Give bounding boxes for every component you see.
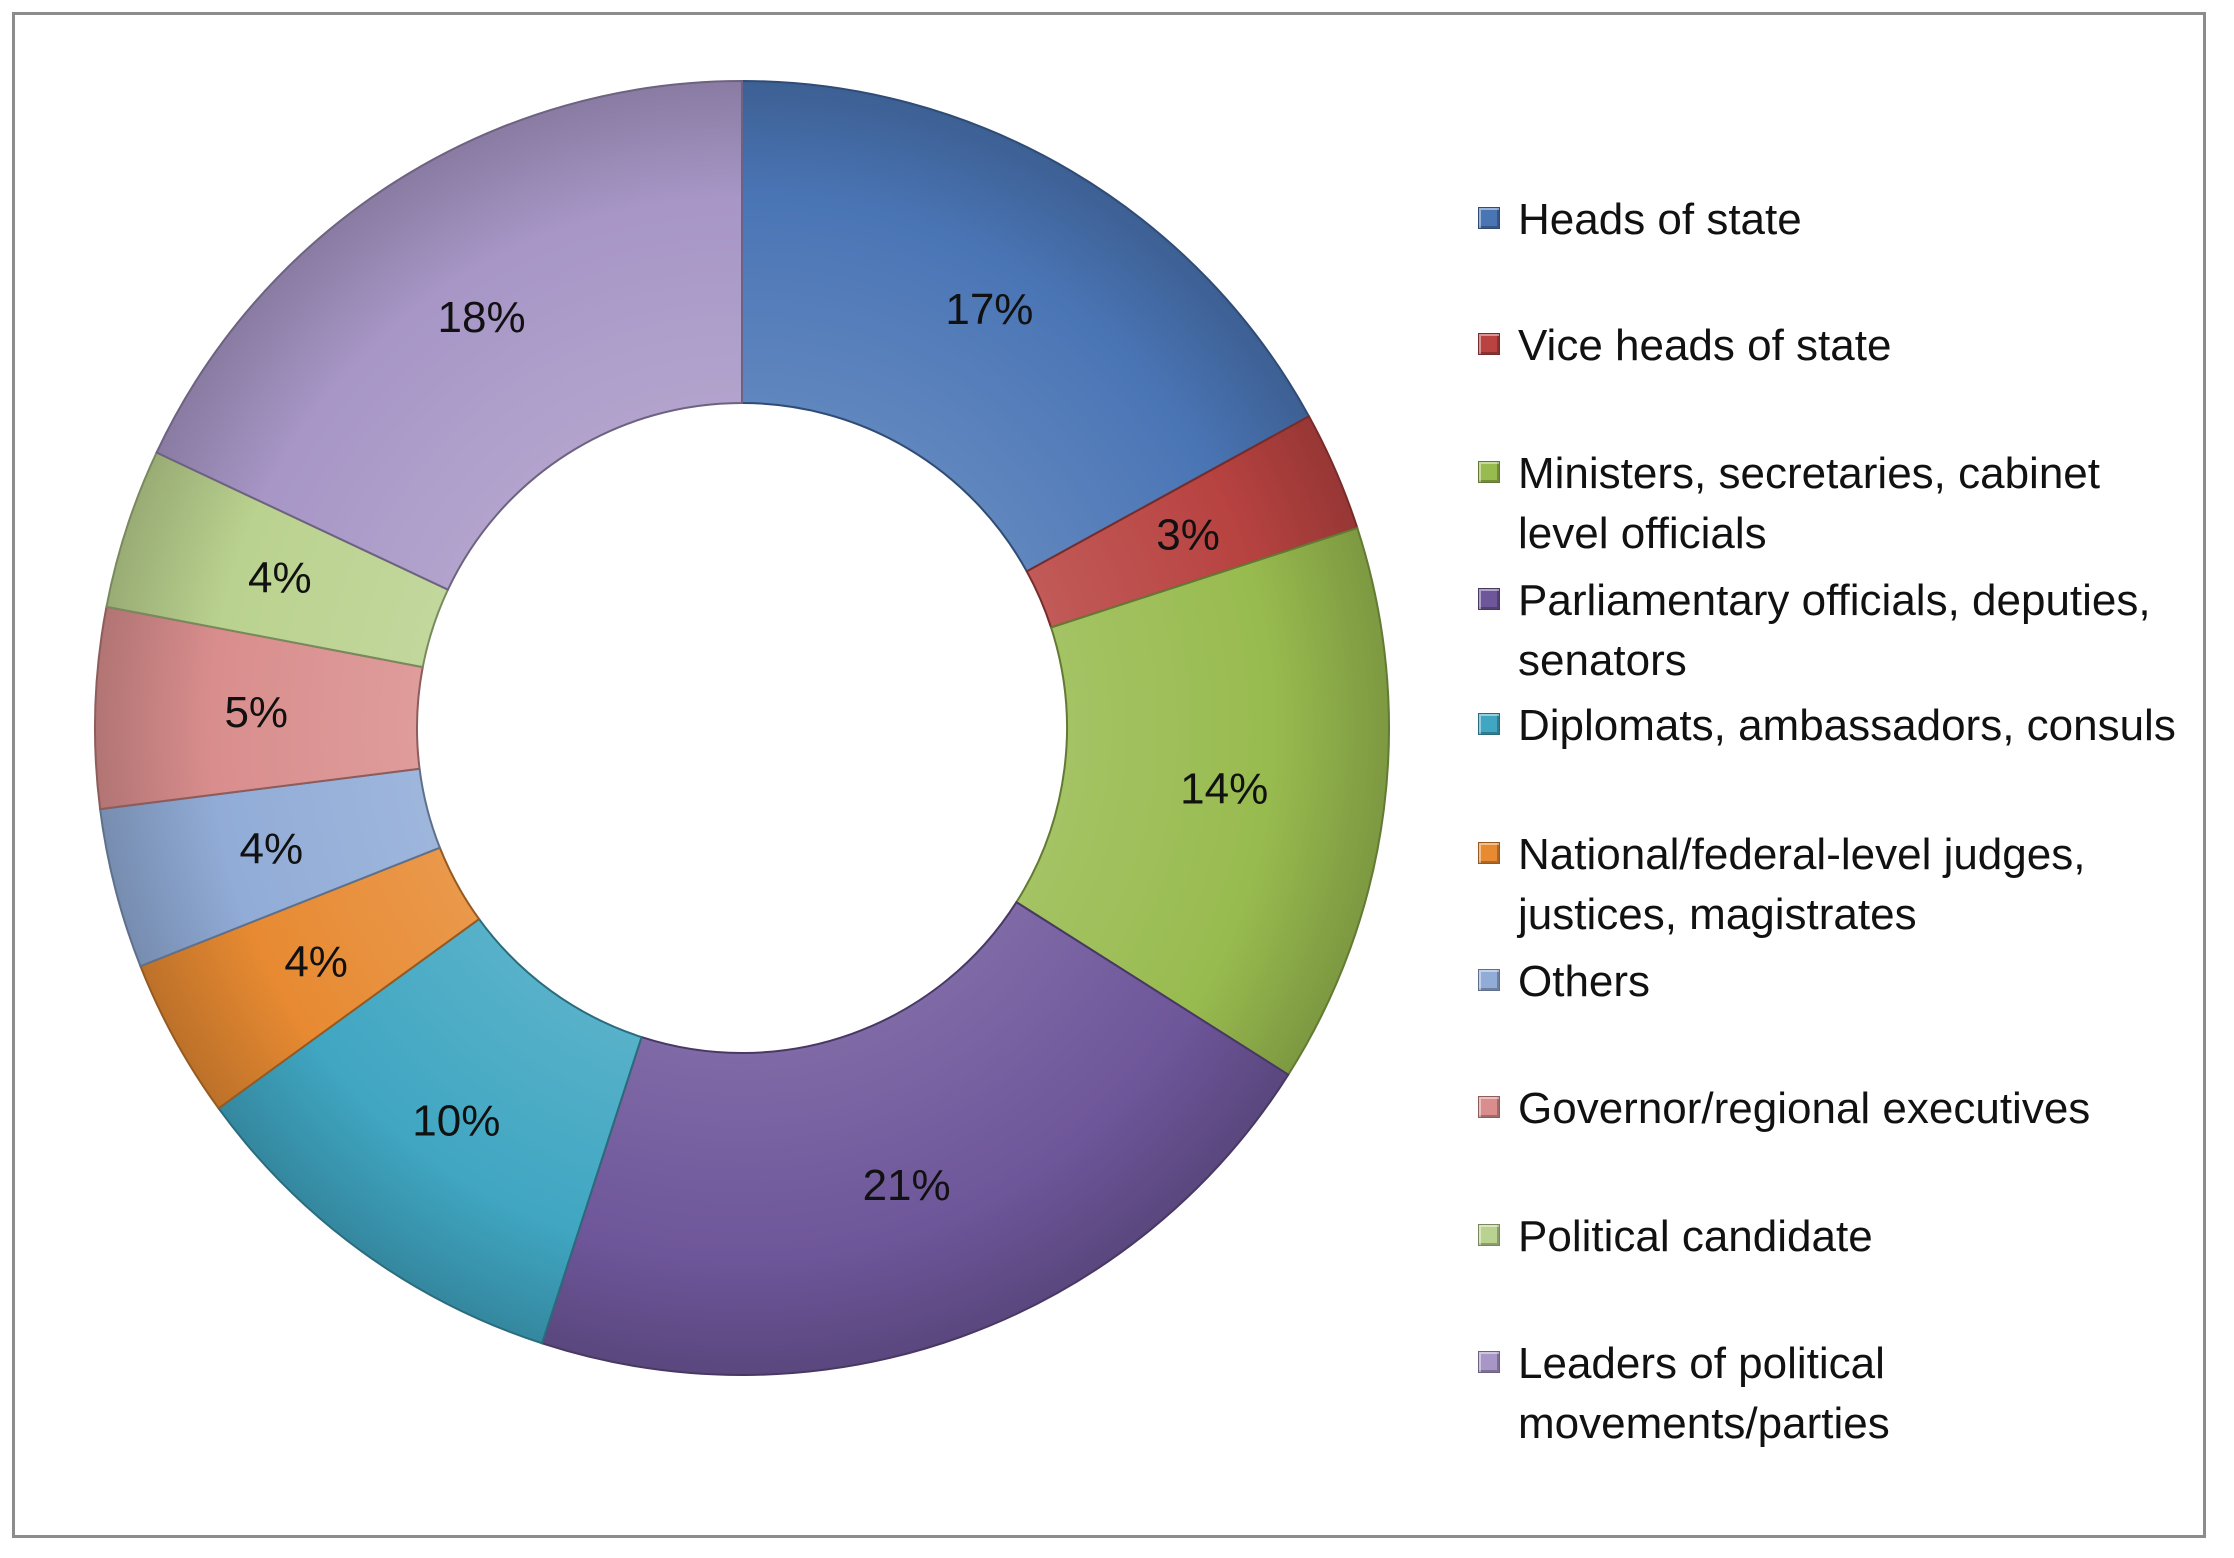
legend-label: Others — [1518, 957, 1651, 1006]
slice-label-10: 18% — [438, 293, 526, 342]
legend-swatch — [1478, 1096, 1500, 1118]
legend-item-others: Others — [1478, 952, 2218, 1012]
legend-item-ministers: Ministers, secretaries, cabinet level of… — [1478, 444, 2218, 564]
legend-swatch — [1478, 969, 1500, 991]
slice-label-7: 4% — [239, 824, 303, 873]
donut-chart: 17% 3% 14% 21% 10% 4% 4% 5% 4% 18% — [94, 79, 1390, 1376]
slice-label-4: 21% — [863, 1161, 951, 1210]
legend-item-diplomats: Diplomats, ambassadors, consuls — [1478, 696, 2218, 756]
slice-label-2: 3% — [1156, 510, 1220, 559]
donut-slice-1 — [741, 79, 1311, 573]
donut-slice-10 — [155, 79, 743, 591]
slice-label-8: 5% — [224, 688, 288, 737]
legend-label: Parliamentary officials, deputies, senat… — [1518, 576, 2151, 685]
donut-slice-5 — [217, 917, 643, 1345]
legend-label: Leaders of political movements/parties — [1518, 1339, 1890, 1448]
legend-label: Ministers, secretaries, cabinet level of… — [1518, 449, 2100, 558]
legend-item-political-candidate: Political candidate — [1478, 1207, 2218, 1267]
legend-swatch — [1478, 1224, 1500, 1246]
legend-item-heads-of-state: Heads of state — [1478, 190, 2218, 250]
legend-label: National/federal-level judges, justices,… — [1518, 830, 2086, 939]
legend-label: Vice heads of state — [1518, 321, 1892, 370]
slice-label-6: 4% — [284, 938, 348, 987]
slice-label-1: 17% — [945, 285, 1033, 334]
legend-swatch — [1478, 842, 1500, 864]
legend-item-parliamentary-officials: Parliamentary officials, deputies, senat… — [1478, 571, 2218, 691]
legend-item-vice-heads-of-state: Vice heads of state — [1478, 316, 2218, 376]
legend-label: Governor/regional executives — [1518, 1084, 2091, 1133]
legend-swatch — [1478, 1351, 1500, 1373]
legend-item-party-leaders: Leaders of political movements/parties — [1478, 1334, 2218, 1454]
legend-item-judges: National/federal-level judges, justices,… — [1478, 825, 2218, 945]
legend-swatch — [1478, 207, 1500, 229]
legend-swatch — [1478, 333, 1500, 355]
chart-frame: 17% 3% 14% 21% 10% 4% 4% 5% 4% 18% Heads of state… — [12, 12, 2206, 1538]
slice-label-3: 14% — [1180, 764, 1268, 813]
legend-swatch — [1478, 461, 1500, 483]
legend-swatch — [1478, 588, 1500, 610]
legend-label: Diplomats, ambassadors, consuls — [1518, 701, 2176, 750]
legend-label: Heads of state — [1518, 195, 1802, 244]
slice-label-5: 10% — [412, 1097, 500, 1146]
legend-swatch — [1478, 713, 1500, 735]
legend-label: Political candidate — [1518, 1212, 1873, 1261]
donut-slice-3 — [1015, 526, 1390, 1077]
legend-item-governors: Governor/regional executives — [1478, 1079, 2218, 1139]
donut-slice-4 — [540, 900, 1290, 1376]
slice-label-9: 4% — [248, 553, 312, 602]
